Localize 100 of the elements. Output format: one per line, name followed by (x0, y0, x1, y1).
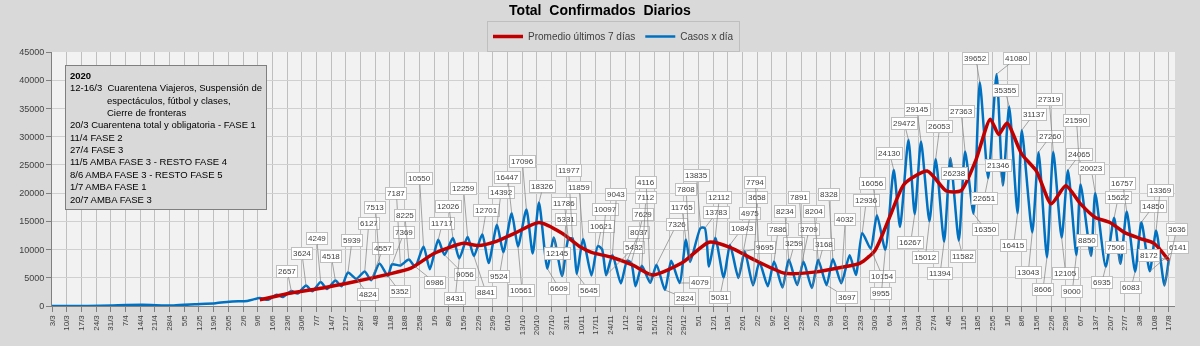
data-label: 7891 (790, 193, 809, 202)
x-tick-label: 6/7 (1076, 314, 1086, 327)
data-label: 3259 (785, 239, 804, 248)
x-tick-label: 20/10 (532, 314, 542, 336)
x-tick-label: 22/6 (1046, 314, 1056, 331)
data-label: 11717 (431, 219, 454, 228)
data-label: 3636 (1168, 225, 1187, 234)
data-label: 6935 (1093, 278, 1112, 287)
x-tick-label: 6/4 (885, 314, 895, 327)
x-tick-label: 21/7 (341, 314, 351, 331)
y-tick-label: 0 (39, 301, 45, 312)
data-label: 7794 (746, 178, 765, 187)
x-tick-label: 10/8 (1149, 314, 1159, 331)
x-tick-label: 7/7 (312, 314, 322, 327)
x-tick-label: 18/8 (400, 314, 410, 331)
x-tick-label: 28/4 (165, 314, 175, 331)
y-tick-label: 5000 (24, 272, 45, 283)
x-tick-label: 17/8 (1164, 314, 1174, 331)
data-label: 3709 (800, 225, 819, 234)
data-label: 9955 (872, 289, 891, 298)
data-label: 11859 (568, 183, 591, 192)
data-label: 17096 (511, 157, 534, 166)
x-tick-label: 2/6 (238, 314, 248, 327)
x-tick-label: 15/6 (1032, 314, 1042, 331)
data-label: 5331 (557, 215, 576, 224)
data-label: 16757 (1111, 179, 1134, 188)
y-tick-label: 25000 (19, 160, 45, 171)
data-label: 13783 (705, 208, 728, 217)
data-label: 16056 (861, 179, 884, 188)
x-tick-label: 3/11 (561, 314, 571, 331)
data-label: 20023 (1080, 164, 1103, 173)
data-label: 15622 (1107, 193, 1130, 202)
x-tick-label: 19/1 (723, 314, 733, 331)
data-label: 24065 (1068, 150, 1091, 159)
x-tick-label: 6/10 (503, 314, 513, 331)
x-tick-label: 12/1 (708, 314, 718, 331)
data-label: 5031 (711, 293, 730, 302)
x-tick-label: 5/1 (694, 314, 704, 327)
x-tick-label: 9/3 (826, 314, 836, 327)
data-label: 26238 (943, 169, 966, 178)
data-label: 11582 (952, 252, 975, 261)
data-label: 12936 (855, 196, 878, 205)
data-label: 2657 (278, 267, 297, 276)
y-tick-label: 40000 (19, 75, 45, 86)
x-tick-label: 20/4 (914, 314, 924, 331)
data-label: 35355 (994, 86, 1017, 95)
data-label: 4032 (836, 215, 855, 224)
data-label: 10550 (408, 174, 431, 183)
x-tick-label: 1/6 (1002, 314, 1012, 327)
x-tick-label: 16/6 (268, 314, 277, 331)
data-label: 4824 (359, 290, 378, 299)
x-tick-label: 12/5 (194, 314, 204, 331)
data-label: 21346 (987, 161, 1010, 170)
x-tick-label: 13/7 (1090, 314, 1100, 331)
data-label: 22651 (973, 194, 996, 203)
data-label: 8204 (805, 207, 824, 216)
x-tick-label: 22/12 (664, 314, 674, 336)
x-tick-label: 21/4 (150, 314, 160, 331)
data-label: 29145 (906, 105, 929, 114)
data-label: 11977 (558, 166, 581, 175)
data-label: 9043 (607, 190, 626, 199)
legend-label: Casos x día (680, 31, 734, 43)
data-label: 9695 (756, 243, 775, 252)
data-label: 5645 (580, 286, 599, 295)
text: 2020 12-16/3 Cuarentena Viajeros, Suspensión de espectáculos, fútbol y clases, Cierre de fronteras 20/3 Cuarentena total y obligatoria - FASE 1 11/4 FASE 2 27/4 FASE 3 11/5 AMBA FASE 3 - RESTO FASE 4 8/6 AMBA FASE 3 - RESTO FASE 5 1/7 AMBA FASE 1 20/7 AMBA FASE 3 (70, 70, 263, 205)
data-label: 9000 (1063, 287, 1082, 296)
data-label: 8841 (477, 288, 496, 297)
data-label: 21590 (1065, 116, 1088, 125)
data-label: 26053 (928, 122, 951, 131)
x-tick-label: 8/9 (444, 314, 454, 327)
data-label: 15012 (914, 253, 937, 262)
x-tick-label: 25/8 (414, 314, 424, 331)
x-tick-label: 18/5 (973, 314, 983, 331)
x-tick-label: 13/4 (899, 314, 909, 331)
data-label: 16415 (1002, 241, 1025, 250)
data-label: 7808 (677, 185, 696, 194)
data-label: 6127 (360, 219, 379, 228)
data-label: 16350 (974, 225, 997, 234)
x-tick-label: 27/4 (929, 314, 939, 331)
x-tick-label: 14/4 (135, 314, 145, 331)
data-label: 11765 (671, 203, 694, 212)
x-tick-label: 13/10 (517, 314, 527, 336)
data-label: 8606 (1034, 285, 1053, 294)
data-label: 9056 (456, 270, 475, 279)
x-tick-label: 15/9 (459, 314, 469, 331)
x-tick-label: 25/5 (987, 314, 997, 331)
data-label: 7326 (668, 220, 687, 229)
y-tick-label: 30000 (19, 131, 45, 142)
data-label: 24130 (878, 149, 901, 158)
data-label: 27319 (1038, 95, 1061, 104)
data-label: 10097 (594, 205, 617, 214)
data-label: 5352 (391, 287, 410, 296)
x-tick-label: 16/3 (841, 314, 851, 331)
x-tick-label: 26/1 (738, 314, 748, 331)
data-label: 13835 (685, 171, 708, 180)
x-tick-label: 10/3 (62, 314, 72, 331)
x-tick-label: 17/11 (591, 314, 601, 335)
x-tick-label: 27/7 (1120, 314, 1130, 331)
data-label: 4557 (374, 244, 393, 253)
data-label: 11786 (553, 199, 576, 208)
